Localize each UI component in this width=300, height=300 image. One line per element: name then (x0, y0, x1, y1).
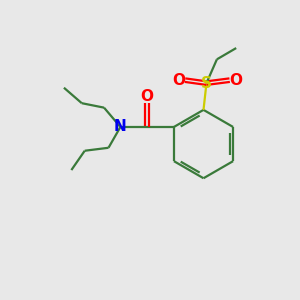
Text: S: S (201, 76, 212, 91)
Text: O: O (230, 73, 243, 88)
Text: N: N (114, 119, 127, 134)
Text: O: O (172, 73, 186, 88)
Text: O: O (141, 89, 154, 104)
